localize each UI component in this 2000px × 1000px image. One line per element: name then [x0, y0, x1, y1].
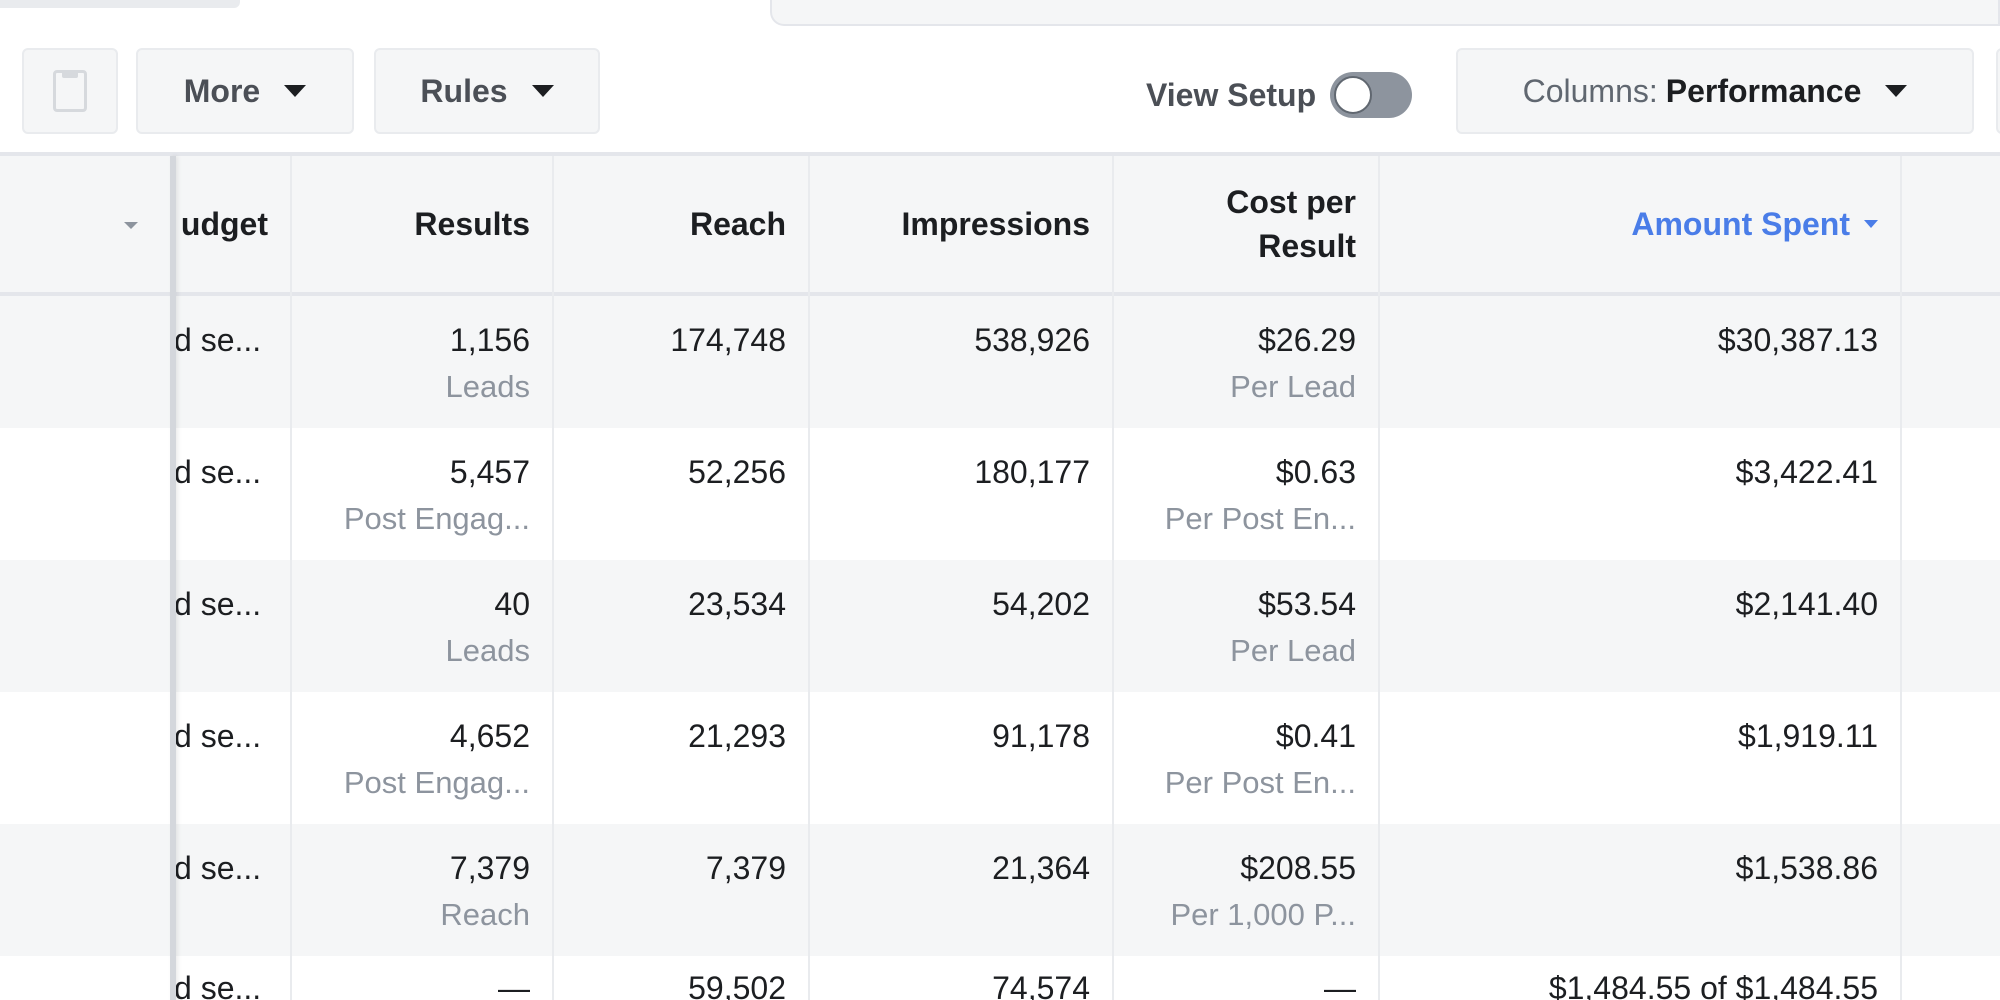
table-row[interactable]: d se... 4,652 Post Engag... 21,293 91,178…: [0, 692, 2000, 824]
cell-results: 1,156 Leads: [445, 322, 530, 404]
cell-budget: d se...: [174, 454, 262, 490]
table-row[interactable]: d se... — 59,502 74,574 — $1,484.55 of $…: [0, 956, 2000, 1000]
header-search-fragment: [770, 0, 2000, 26]
cell-impressions: 91,178: [992, 718, 1090, 754]
more-dropdown-button[interactable]: More: [136, 48, 354, 134]
caret-down-icon: [1885, 85, 1908, 97]
column-divider: [1378, 156, 1380, 1000]
cell-impressions: 180,177: [974, 454, 1090, 490]
table-header-row: udget Results Reach Impressions Cost per…: [0, 156, 2000, 296]
columns-value: Performance: [1665, 72, 1862, 109]
view-setup-toggle[interactable]: [1330, 72, 1413, 118]
header-tab-fragment: [0, 0, 240, 8]
cell-cost-per-result: $26.29 Per Lead: [1230, 322, 1356, 404]
cell-impressions: 74,574: [992, 970, 1090, 1000]
cell-reach: 7,379: [705, 850, 786, 886]
header-strip: [0, 0, 2000, 34]
column-header-budget[interactable]: udget: [0, 156, 290, 292]
more-label: More: [183, 72, 261, 109]
header-cost-line1: Cost per: [1226, 184, 1356, 220]
cell-reach: 59,502: [688, 970, 786, 1000]
column-header-cost-per-result[interactable]: Cost per Result: [1112, 156, 1378, 292]
cell-reach: 23,534: [688, 586, 786, 622]
view-setup-control: View Setup: [1146, 70, 1413, 120]
cell-results: 7,379 Reach: [440, 850, 530, 932]
column-divider: [1112, 156, 1114, 1000]
header-reach-label: Reach: [689, 206, 786, 242]
toolbar: More Rules View Setup Columns: Performan…: [0, 34, 2000, 152]
column-divider: [552, 156, 554, 1000]
cell-reach: 174,748: [670, 322, 786, 358]
columns-dropdown-button[interactable]: Columns: Performance: [1456, 48, 1974, 134]
cell-budget: d se...: [174, 970, 262, 1000]
column-divider: [1900, 156, 1902, 1000]
cell-amount-spent: $2,141.40: [1735, 586, 1878, 622]
cell-cost-per-result: $0.63 Per Post En...: [1164, 454, 1356, 536]
table-row[interactable]: d se... 1,156 Leads 174,748 538,926 $26.2…: [0, 296, 2000, 428]
cell-results: 5,457 Post Engag...: [343, 454, 530, 536]
cell-budget: d se...: [174, 586, 262, 622]
clipboard-icon: [53, 70, 87, 112]
header-results-label: Results: [414, 206, 530, 242]
cell-budget: d se...: [174, 718, 262, 754]
caret-down-icon: [531, 85, 554, 97]
cell-impressions: 54,202: [992, 586, 1090, 622]
cell-cost-per-result: —: [1324, 970, 1356, 1000]
header-budget-label: udget: [180, 206, 268, 242]
cell-amount-spent: $1,484.55 of $1,484.55: [1548, 970, 1878, 1000]
cell-budget: d se...: [174, 850, 262, 886]
cell-results: —: [498, 970, 530, 1000]
cell-amount-spent: $1,919.11: [1738, 718, 1878, 754]
column-header-amount-spent[interactable]: Amount Spent: [1378, 156, 1900, 292]
rules-dropdown-button[interactable]: Rules: [374, 48, 600, 134]
cell-results: 4,652 Post Engag...: [343, 718, 530, 800]
table-row[interactable]: d se... 5,457 Post Engag... 52,256 180,17…: [0, 428, 2000, 560]
report-button[interactable]: [22, 48, 118, 134]
cell-reach: 21,293: [688, 718, 786, 754]
cell-cost-per-result: $0.41 Per Post En...: [1164, 718, 1356, 800]
cell-budget: d se...: [174, 322, 262, 358]
toolbar-edge-button[interactable]: [1996, 48, 2000, 134]
rules-label: Rules: [420, 72, 508, 109]
header-amount-spent-label: Amount Spent: [1631, 206, 1850, 242]
view-setup-label: View Setup: [1146, 76, 1317, 113]
column-header-reach[interactable]: Reach: [552, 156, 808, 292]
cell-amount-spent: $3,422.41: [1735, 454, 1878, 490]
toggle-knob: [1334, 76, 1373, 114]
cell-cost-per-result: $53.54 Per Lead: [1230, 586, 1356, 668]
header-cost-label: Cost per Result: [1226, 180, 1356, 268]
cell-cost-per-result: $208.55 Per 1,000 P...: [1170, 850, 1356, 932]
cell-impressions: 538,926: [974, 322, 1090, 358]
table-row[interactable]: d se... 7,379 Reach 7,379 21,364 $208.55 P…: [0, 824, 2000, 956]
cell-amount-spent: $1,538.86: [1735, 850, 1878, 886]
cell-impressions: 21,364: [992, 850, 1090, 886]
caret-down-icon: [284, 85, 307, 97]
header-impressions-label: Impressions: [901, 206, 1090, 242]
column-divider: [290, 156, 292, 1000]
cell-reach: 52,256: [688, 454, 786, 490]
column-menu-caret-icon[interactable]: [124, 222, 138, 229]
cell-amount-spent: $30,387.13: [1717, 322, 1878, 358]
table-row[interactable]: d se... 40 Leads 23,534 54,202 $53.54 Per …: [0, 560, 2000, 692]
column-header-results[interactable]: Results: [290, 156, 552, 292]
header-cost-line2: Result: [1258, 228, 1356, 264]
column-header-impressions[interactable]: Impressions: [808, 156, 1112, 292]
campaign-table: udget Results Reach Impressions Cost per…: [0, 152, 2000, 1000]
columns-prefix: Columns:: [1522, 72, 1658, 109]
frozen-column-divider[interactable]: [170, 156, 176, 1000]
column-divider: [808, 156, 810, 1000]
sort-descending-icon[interactable]: [1864, 220, 1878, 228]
cell-results: 40 Leads: [445, 586, 530, 668]
